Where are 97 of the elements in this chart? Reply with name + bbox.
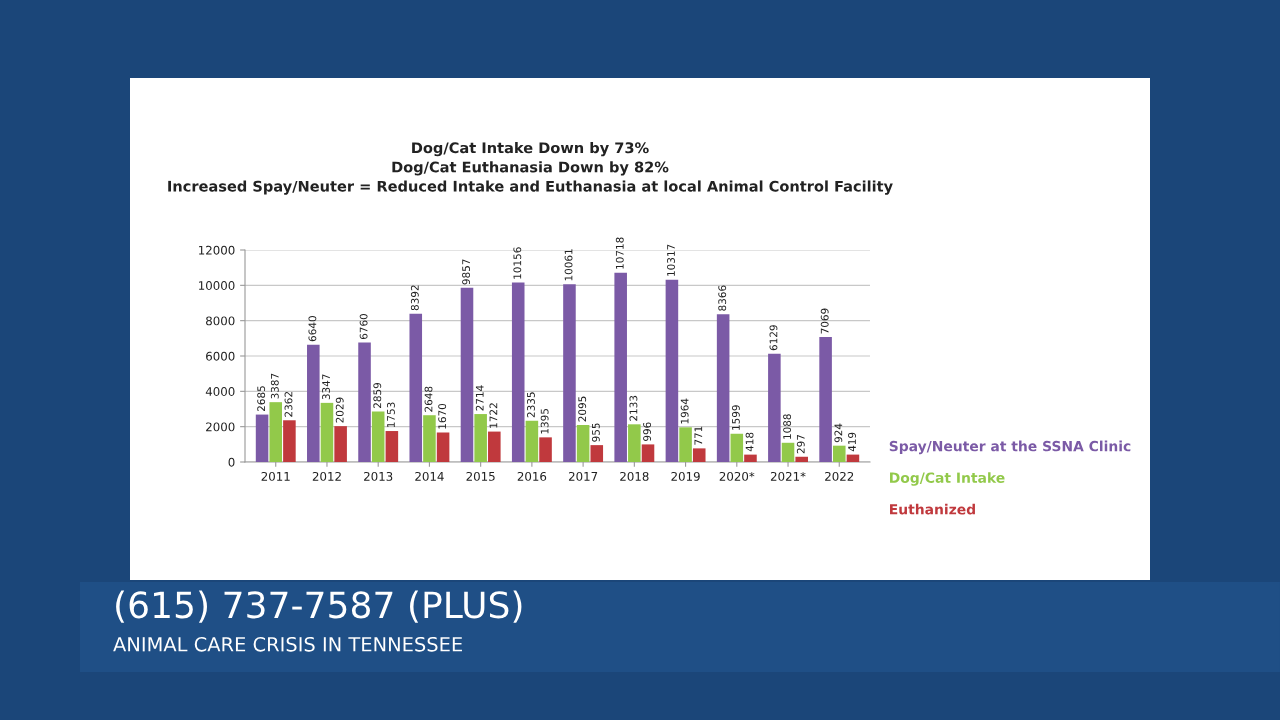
bar	[307, 344, 320, 462]
data-label: 1670	[438, 403, 447, 429]
data-label: 2648	[424, 386, 433, 412]
y-tick-label: 4000	[205, 387, 235, 396]
data-label: 2029	[335, 397, 344, 423]
bar	[692, 448, 706, 462]
bar	[781, 442, 795, 462]
bar	[819, 337, 832, 462]
data-label: 3347	[322, 374, 330, 400]
data-label: 10061	[564, 249, 573, 281]
data-label: 6760	[359, 313, 368, 340]
x-tick-label: 2022	[825, 471, 854, 481]
data-label: 955	[591, 423, 600, 442]
data-label: 8366	[718, 285, 727, 311]
data-label: 1964	[680, 398, 689, 424]
data-label: 2685	[257, 386, 266, 412]
data-label: 1088	[783, 414, 792, 439]
bar	[371, 411, 385, 462]
chart-title: Dog/Cat Intake Down by 73% Dog/Cat Euthanasia Down by 82% Increased Spay/Neuter = Reduced Intake and Euthanasia at local Animal Control Facility	[168, 142, 893, 195]
bar	[795, 456, 808, 462]
bar	[730, 433, 744, 462]
bar	[283, 420, 296, 462]
data-label: 2095	[578, 396, 587, 422]
y-tick-label: 0	[228, 457, 235, 467]
bar	[614, 272, 627, 462]
y-tick-label: 2000	[206, 422, 235, 432]
text: Euthanized	[890, 503, 975, 515]
bar	[846, 454, 860, 462]
data-label: 6129	[769, 325, 778, 351]
data-label: 10156	[513, 247, 522, 279]
bar	[744, 454, 757, 462]
data-label: 1722	[489, 403, 498, 428]
bar	[590, 445, 604, 462]
data-label: 996	[643, 422, 652, 441]
bar	[423, 415, 436, 462]
x-tick-label: 2016	[517, 471, 547, 481]
data-label: 2362	[284, 392, 293, 417]
data-label: 6640	[308, 316, 317, 342]
x-tick-label: 2020*	[719, 471, 755, 481]
x-tick-label: 2011	[261, 471, 290, 481]
bar	[665, 279, 679, 462]
bar	[334, 426, 347, 462]
data-label: 1753	[387, 402, 395, 428]
y-tick-label: 8000	[206, 316, 235, 326]
data-label: 2133	[629, 395, 638, 421]
x-tick-label: 2012	[312, 471, 341, 481]
bar	[628, 424, 641, 462]
data-label: 2714	[475, 385, 484, 411]
data-label: 1395	[540, 408, 549, 434]
data-label: 297	[796, 434, 805, 454]
data-label: 419	[848, 432, 856, 452]
data-label: 924	[834, 423, 843, 443]
bar	[511, 282, 525, 462]
bar	[716, 314, 730, 462]
bar	[460, 287, 474, 462]
bar	[320, 402, 334, 462]
text: (615) 737-7587 (PLUS)	[116, 590, 522, 623]
text: ANIMAL CARE CRISIS IN TENNESSEE	[113, 636, 462, 652]
bar	[832, 445, 846, 462]
x-tick-label: 2021*	[770, 471, 806, 481]
bar	[525, 420, 539, 462]
x-tick-label: 2014	[415, 471, 444, 481]
bar	[436, 432, 450, 462]
bar	[563, 284, 576, 462]
bar	[679, 427, 692, 462]
bar	[409, 313, 423, 462]
y-tick-label: 12000	[199, 245, 235, 255]
bar	[539, 437, 552, 462]
y-tick-label: 10000	[199, 281, 235, 290]
bar	[488, 431, 501, 462]
bar	[576, 424, 590, 462]
data-label: 2859	[373, 382, 382, 408]
data-label: 9857	[462, 259, 471, 285]
data-label: 7069	[820, 308, 829, 334]
bar	[385, 431, 399, 462]
text: Spay/Neuter at the SSNA Clinic	[889, 440, 1131, 455]
data-label: 1599	[731, 405, 740, 430]
data-label: 10317	[667, 244, 675, 276]
y-tick-label: 6000	[206, 351, 235, 361]
data-label: 3387	[270, 373, 279, 399]
bar	[255, 414, 269, 462]
x-tick-label: 2013	[364, 471, 393, 481]
x-tick-label: 2015	[466, 471, 495, 481]
text: Dog/Cat Intake	[890, 472, 1005, 486]
bar	[358, 342, 371, 462]
x-tick-label: 2018	[620, 471, 649, 481]
x-tick-label: 2019	[671, 471, 700, 481]
data-label: 8392	[410, 285, 419, 311]
bar	[474, 414, 487, 462]
bar	[641, 444, 655, 462]
data-label: 10718	[615, 237, 624, 269]
data-label: 418	[745, 432, 754, 452]
bar	[768, 353, 781, 462]
data-label: 771	[694, 426, 703, 445]
bar	[269, 402, 283, 462]
data-label: 2335	[527, 392, 535, 418]
x-tick-label: 2017	[568, 471, 598, 481]
